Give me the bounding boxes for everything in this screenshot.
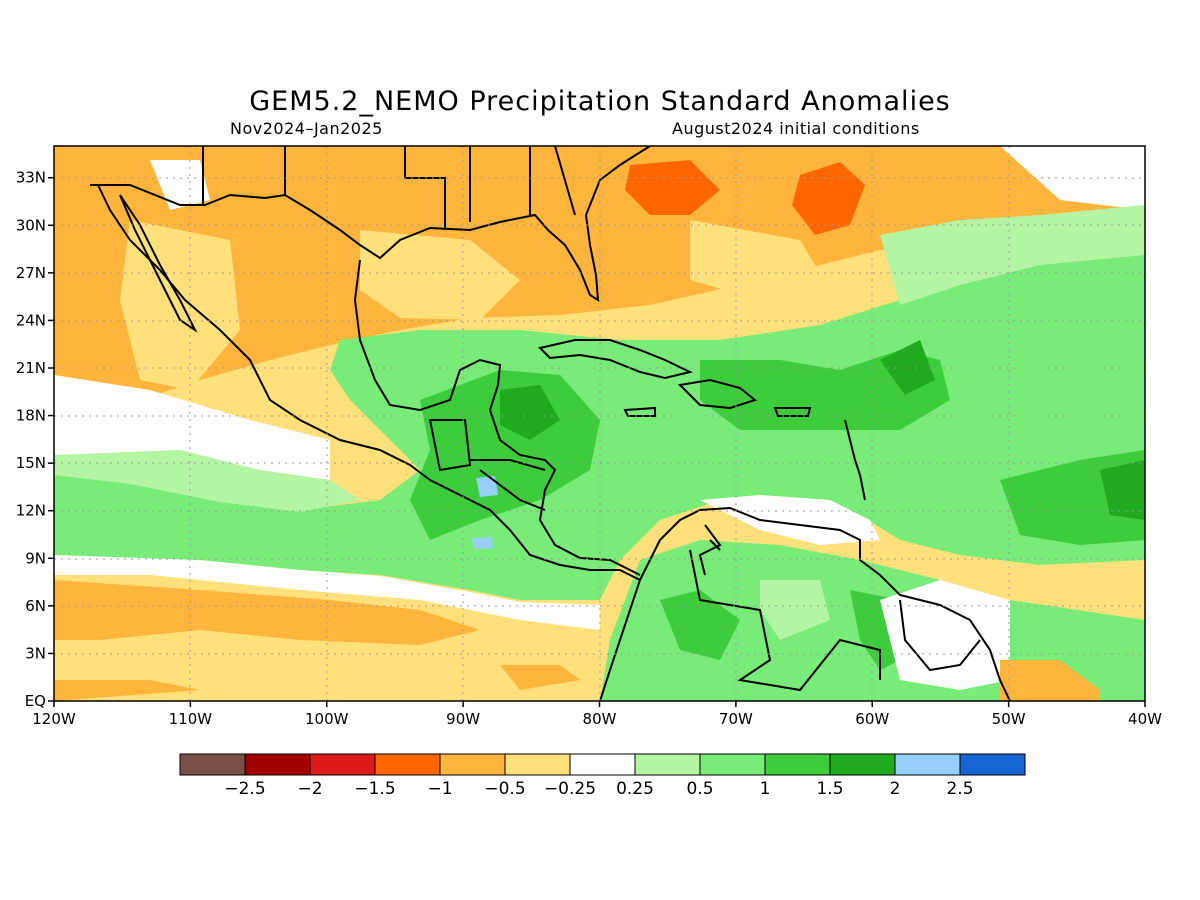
colorbar-labels: −2.5 −2 −1.5 −1 −0.5 −0.25 0.25 0.5 1 1.5 2 2.5 xyxy=(224,779,973,799)
y-tick-label: 15N xyxy=(16,454,46,472)
y-tick-label: 30N xyxy=(16,216,46,234)
colorbar-swatch xyxy=(309,753,376,776)
colorbar-label: −2.5 xyxy=(224,779,265,799)
colorbar-swatch xyxy=(244,753,311,776)
colorbar-swatch xyxy=(764,753,831,776)
y-tick-label: 24N xyxy=(16,311,46,329)
colorbar-label: −1.5 xyxy=(354,779,395,799)
colorbar-label: 0.5 xyxy=(686,779,713,799)
colorbar-swatch xyxy=(699,753,766,776)
colorbar-label: −0.5 xyxy=(484,779,525,799)
y-tick-label: 9N xyxy=(25,549,46,567)
anomaly-field xyxy=(54,146,1145,701)
y-tick-label: 21N xyxy=(16,359,46,377)
y-tick-label: 12N xyxy=(16,502,46,520)
colorbar-label: 2 xyxy=(890,779,901,799)
x-tick-label: 70W xyxy=(719,710,753,728)
forecast-period: Nov2024–Jan2025 xyxy=(230,119,383,138)
colorbar-swatch xyxy=(829,753,896,776)
grid-lines xyxy=(54,146,1145,701)
colorbar xyxy=(179,753,1026,776)
x-tick-label: 110W xyxy=(169,710,213,728)
y-tick-label: EQ xyxy=(25,692,46,710)
colorbar-swatch xyxy=(374,753,441,776)
colorbar-label: 0.25 xyxy=(616,779,654,799)
colorbar-swatch xyxy=(959,753,1026,776)
colorbar-label: −2 xyxy=(297,779,322,799)
colorbar-swatch xyxy=(894,753,961,776)
x-tick-label: 50W xyxy=(992,710,1026,728)
colorbar-swatch xyxy=(179,753,246,776)
colorbar-swatch xyxy=(634,753,701,776)
colorbar-label: −0.25 xyxy=(544,779,596,799)
colorbar-label: 1.5 xyxy=(816,779,843,799)
colorbar-label: −1 xyxy=(427,779,452,799)
colorbar-swatch xyxy=(439,753,506,776)
x-tick-label: 100W xyxy=(305,710,349,728)
colorbar-swatch xyxy=(569,753,636,776)
x-tick-label: 80W xyxy=(583,710,617,728)
x-axis-ticks: 120W 110W 100W 90W 80W 70W 60W 50W 40W xyxy=(32,701,1162,728)
y-tick-label: 27N xyxy=(16,264,46,282)
x-tick-label: 60W xyxy=(855,710,889,728)
coastlines xyxy=(90,146,1011,701)
colorbar-label: 2.5 xyxy=(946,779,973,799)
y-tick-label: 18N xyxy=(16,407,46,425)
y-tick-label: 33N xyxy=(16,169,46,187)
x-tick-label: 120W xyxy=(32,710,76,728)
x-tick-label: 90W xyxy=(446,710,480,728)
y-axis-ticks: EQ 3N 6N 9N 12N 15N 18N 21N 24N 27N 30N 33N xyxy=(16,169,54,710)
y-tick-label: 6N xyxy=(25,597,46,615)
colorbar-swatch xyxy=(504,753,571,776)
initial-conditions: August2024 initial conditions xyxy=(672,119,920,138)
map-title: GEM5.2_NEMO Precipitation Standard Anoma… xyxy=(249,86,951,117)
y-tick-label: 3N xyxy=(25,644,46,662)
x-tick-label: 40W xyxy=(1128,710,1162,728)
colorbar-label: 1 xyxy=(760,779,771,799)
